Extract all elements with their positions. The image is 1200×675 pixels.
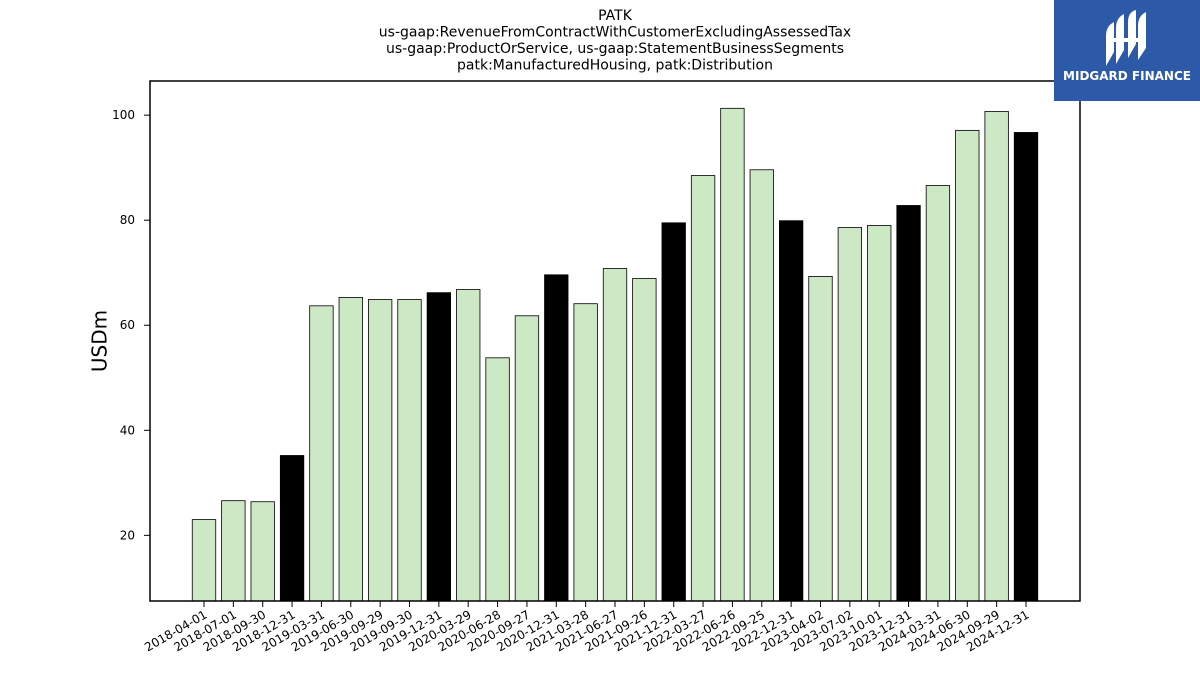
bar <box>573 303 598 602</box>
bar <box>632 278 657 602</box>
bar <box>397 299 422 602</box>
y-tick-label: 40 <box>120 423 135 437</box>
chart-title: PATKus-gaap:RevenueFromContractWithCusto… <box>379 8 851 74</box>
bar <box>837 227 862 602</box>
y-tick-label: 100 <box>112 108 135 122</box>
bar <box>779 220 804 602</box>
y-axis-label: USDm <box>88 310 112 372</box>
bar <box>309 305 334 602</box>
bar <box>485 357 510 602</box>
bar <box>221 500 246 602</box>
bar <box>896 205 921 602</box>
y-tick-label: 20 <box>120 528 135 542</box>
bar <box>984 111 1009 602</box>
bar <box>426 292 452 602</box>
bar <box>250 501 275 602</box>
bar <box>514 315 540 602</box>
bar <box>955 129 980 602</box>
midgard-logo-icon <box>1106 10 1146 66</box>
bar <box>867 225 892 602</box>
bar <box>367 299 393 602</box>
bar <box>544 274 569 602</box>
bar <box>602 268 628 602</box>
x-axis: 2018-04-012018-07-012018-09-302018-12-31… <box>142 601 1032 654</box>
chart-title-line: patk:ManufacturedHousing, patk:Distribut… <box>457 58 773 74</box>
bar <box>925 185 951 602</box>
bar <box>279 455 305 602</box>
y-axis: 20 40 60 80 100 <box>112 108 150 542</box>
bar <box>1013 132 1039 602</box>
bar <box>456 289 481 602</box>
bar <box>749 169 774 602</box>
chart-title-line: PATK <box>598 8 633 24</box>
bars <box>191 107 1039 602</box>
chart-title-line: us-gaap:ProductOrService, us-gaap:Statem… <box>386 41 844 57</box>
y-tick-label: 80 <box>120 213 135 227</box>
bar <box>808 275 833 602</box>
bar <box>191 519 217 602</box>
y-tick-label: 60 <box>120 318 135 332</box>
bar <box>720 107 745 602</box>
logo-text: MIDGARD FINANCE <box>1063 69 1191 83</box>
chart-title-line: us-gaap:RevenueFromContractWithCustomerE… <box>379 25 851 41</box>
bar <box>338 297 363 602</box>
midgard-finance-logo: MIDGARD FINANCE <box>1054 0 1200 101</box>
bar <box>661 222 686 602</box>
bar <box>690 175 716 602</box>
